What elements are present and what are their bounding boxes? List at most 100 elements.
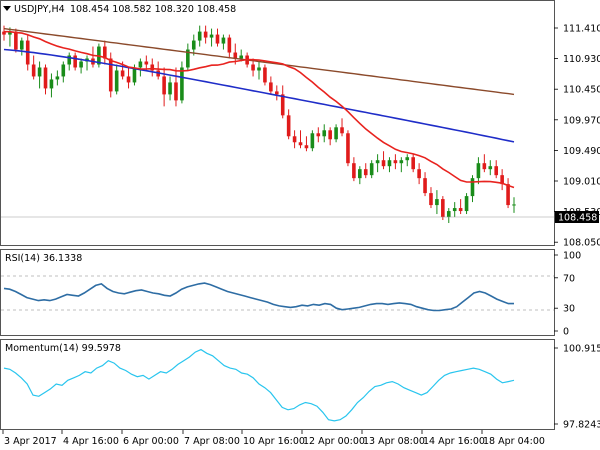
candle-body (423, 178, 427, 194)
candle-body (405, 157, 410, 161)
candle-body (286, 115, 291, 137)
candle-body (452, 208, 457, 212)
candle-body (138, 61, 143, 68)
candle-body (458, 208, 463, 212)
rsi-panel-frame (0, 249, 555, 336)
candle-body (239, 55, 244, 59)
symbol-dropdown-icon[interactable] (3, 6, 11, 11)
candle-body (393, 160, 398, 164)
price-tick-label: 108.050 (563, 238, 600, 249)
candle-body (476, 163, 481, 179)
candle-body (168, 82, 172, 95)
candle-body (8, 31, 12, 35)
candle-body (280, 94, 285, 116)
candle-body (506, 184, 510, 206)
candle-body (274, 91, 279, 95)
candle-body (144, 61, 149, 65)
candle-body (186, 49, 190, 68)
time-tick-label: 14 Apr 16:00 (423, 436, 485, 447)
candle-body (203, 31, 208, 38)
rsi-axis: 100 70 30 0 (554, 251, 581, 338)
price-panel[interactable]: USDJPY,H4 108.454 108.582 108.320 108.45… (0, 0, 600, 249)
candle-body (399, 160, 404, 164)
candle-body (500, 175, 504, 185)
candle-body (43, 67, 48, 89)
candle-body (103, 46, 107, 59)
candle-body (114, 70, 119, 92)
candle-body (174, 82, 178, 101)
momentum-line (3, 348, 515, 422)
candle-body (363, 169, 368, 176)
momentum-tick-label: 100.9156 (563, 344, 600, 355)
rsi-line (3, 282, 514, 312)
candle-body (441, 199, 445, 218)
candle-body (328, 130, 332, 140)
candle-body (227, 37, 232, 53)
time-tick-label: 3 Apr 2017 (4, 436, 57, 447)
candle-body (381, 160, 386, 167)
price-tick-label: 111.410 (563, 24, 600, 35)
candle-body (19, 40, 24, 50)
rsi-label: RSI(14) 36.1338 (5, 253, 82, 264)
price-tick-label: 109.490 (563, 146, 600, 157)
momentum-panel[interactable]: Momentum(14) 99.5978 100.9156 97.8243 (0, 339, 600, 431)
candle-body (292, 136, 297, 143)
candle-body (73, 55, 77, 68)
sma200-line (3, 27, 515, 96)
price-tick-label: 109.970 (563, 115, 600, 126)
candle-body (375, 160, 380, 164)
candle-body (37, 67, 42, 77)
candle-body (120, 70, 125, 77)
rsi-tick-label: 0 (563, 327, 569, 338)
candle-body (2, 31, 6, 35)
candle-body (251, 64, 255, 71)
candle-body (464, 196, 469, 212)
time-tick-label: 18 Apr 04:00 (483, 436, 545, 447)
symbol-label: USDJPY,H4 (14, 4, 65, 15)
candle-body (233, 52, 238, 59)
price-tick-label: 110.930 (563, 54, 600, 65)
time-tick-label: 4 Apr 16:00 (63, 436, 119, 447)
momentum-panel-frame (0, 339, 555, 430)
candle-body (346, 133, 350, 164)
candle-body (215, 34, 220, 44)
candle-body (108, 58, 113, 92)
rsi-tick-label: 70 (563, 273, 575, 284)
momentum-label: Momentum(14) 99.5978 (5, 343, 121, 354)
price-tick-label: 109.010 (563, 177, 600, 188)
candle-body (191, 40, 196, 50)
candle-body (340, 127, 344, 134)
candle-body (446, 211, 451, 218)
sma20-line (4, 30, 515, 189)
time-tick-label: 7 Apr 08:00 (184, 436, 240, 447)
momentum-axis: 100.9156 97.8243 (554, 344, 600, 431)
current-price-box (555, 211, 599, 223)
sma100-line (3, 48, 515, 143)
candle-body (263, 67, 267, 83)
rsi-panel[interactable]: RSI(14) 36.1338 100 70 30 0 (0, 249, 582, 338)
candle-body (358, 169, 362, 179)
candle-body (257, 67, 261, 71)
candle-body (488, 166, 493, 170)
candle-body (14, 31, 18, 50)
candle-body (209, 34, 214, 38)
candle-body (387, 160, 392, 167)
candle-body (482, 163, 487, 170)
candle-body (512, 204, 516, 206)
candle-body (197, 31, 202, 41)
candle-body (310, 133, 315, 149)
candle-body (79, 61, 83, 68)
candle-body (334, 127, 338, 140)
time-axis: 3 Apr 2017 4 Apr 16:00 6 Apr 00:00 7 Apr 08… (2, 430, 545, 447)
candle-body (417, 169, 421, 179)
time-tick-label: 10 Apr 16:00 (243, 436, 305, 447)
candle-body (49, 79, 54, 89)
time-tick-label: 13 Apr 08:00 (363, 436, 425, 447)
candle-body (31, 64, 36, 77)
candle-body (411, 157, 415, 170)
candle-body (369, 163, 374, 176)
candle-body (304, 145, 309, 149)
price-panel-frame (0, 0, 555, 246)
time-tick-label: 12 Apr 00:00 (303, 436, 365, 447)
